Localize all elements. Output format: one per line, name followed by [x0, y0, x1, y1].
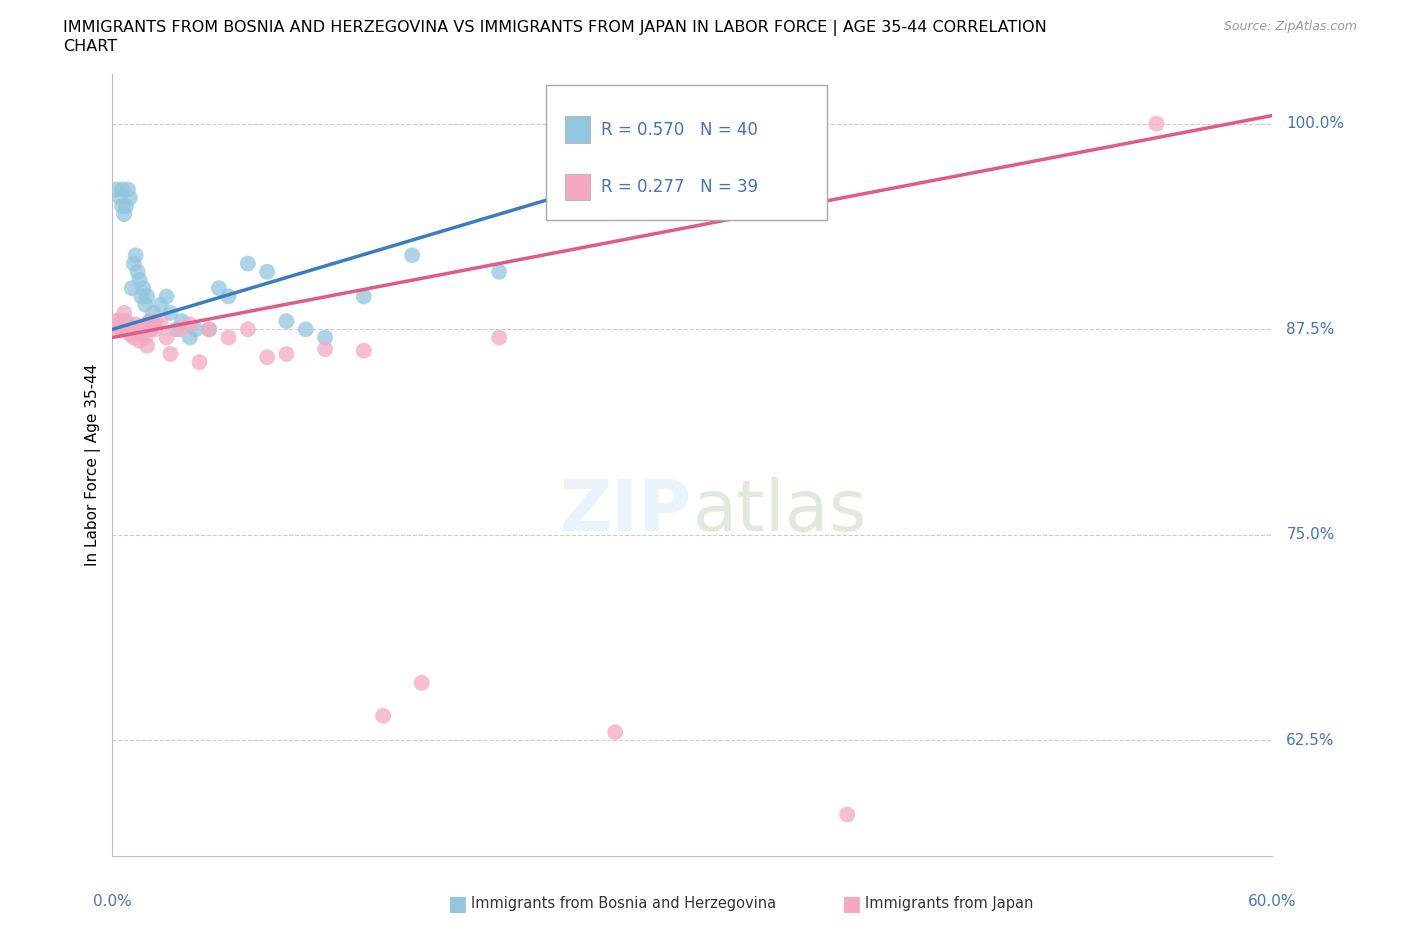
Point [159, 305, 181, 320]
Point [142, 305, 165, 320]
Point [218, 289, 240, 304]
Point [132, 281, 155, 296]
Point [314, 341, 336, 356]
Text: ■: ■ [447, 894, 467, 914]
Point [1146, 116, 1168, 131]
Point [124, 248, 148, 263]
Text: ZIP: ZIP [560, 477, 693, 546]
Point [605, 724, 627, 739]
Point [276, 313, 298, 328]
Point [165, 322, 187, 337]
Point [134, 330, 156, 345]
Point [401, 248, 423, 263]
Point [112, 206, 135, 221]
Text: 0.0%: 0.0% [93, 895, 132, 910]
Point [111, 322, 134, 337]
Point [682, 166, 704, 180]
Text: Immigrants from Japan: Immigrants from Japan [865, 897, 1033, 911]
Point [172, 313, 194, 328]
Point [122, 330, 145, 345]
Point [314, 330, 336, 345]
Y-axis label: In Labor Force | Age 35-44: In Labor Force | Age 35-44 [86, 364, 101, 566]
Point [141, 313, 163, 328]
Point [353, 343, 375, 358]
Point [131, 326, 153, 341]
Text: Source: ZipAtlas.com: Source: ZipAtlas.com [1223, 20, 1357, 33]
Text: R = 0.570   N = 40: R = 0.570 N = 40 [602, 121, 758, 139]
Text: atlas: atlas [693, 477, 868, 546]
Point [136, 339, 159, 353]
Point [371, 709, 394, 724]
Text: 100.0%: 100.0% [1286, 116, 1344, 131]
Text: 75.0%: 75.0% [1286, 527, 1334, 542]
Point [107, 313, 129, 328]
Point [124, 317, 148, 332]
Point [256, 264, 278, 279]
Text: 62.5%: 62.5% [1286, 733, 1334, 748]
Point [236, 256, 259, 271]
Point [208, 281, 231, 296]
Point [105, 182, 128, 197]
Text: ■: ■ [841, 894, 860, 914]
Text: CHART: CHART [63, 39, 117, 54]
Point [143, 322, 166, 337]
Point [127, 322, 149, 337]
Point [127, 264, 149, 279]
Point [141, 322, 163, 337]
Text: IMMIGRANTS FROM BOSNIA AND HERZEGOVINA VS IMMIGRANTS FROM JAPAN IN LABOR FORCE |: IMMIGRANTS FROM BOSNIA AND HERZEGOVINA V… [63, 20, 1047, 36]
Point [105, 313, 128, 328]
Point [488, 264, 510, 279]
Point [198, 322, 221, 337]
Point [149, 298, 172, 312]
Point [179, 330, 201, 345]
Text: 87.5%: 87.5% [1286, 322, 1334, 337]
Point [115, 198, 138, 213]
Point [156, 330, 179, 345]
Point [276, 347, 298, 362]
Point [488, 330, 510, 345]
Point [149, 313, 172, 328]
Point [837, 807, 859, 822]
Point [128, 333, 150, 348]
Point [169, 322, 191, 337]
Point [136, 289, 159, 304]
Point [256, 350, 278, 365]
Point [111, 198, 134, 213]
Text: R = 0.277   N = 39: R = 0.277 N = 39 [602, 178, 758, 196]
Point [111, 182, 134, 197]
Point [156, 289, 179, 304]
Point [188, 354, 211, 369]
Text: Immigrants from Bosnia and Herzegovina: Immigrants from Bosnia and Herzegovina [471, 897, 776, 911]
Point [117, 182, 139, 197]
Point [121, 281, 143, 296]
Point [134, 298, 156, 312]
Point [143, 313, 166, 328]
Point [198, 322, 221, 337]
Point [110, 322, 132, 337]
Point [132, 322, 155, 337]
Point [128, 272, 150, 287]
Point [131, 289, 153, 304]
Point [184, 322, 207, 337]
Point [122, 256, 145, 271]
Point [117, 317, 139, 332]
Point [118, 191, 141, 206]
Point [110, 191, 132, 206]
Point [159, 347, 181, 362]
Point [103, 322, 125, 337]
Point [179, 317, 201, 332]
Point [115, 313, 138, 328]
Point [118, 326, 141, 341]
Text: 60.0%: 60.0% [1249, 895, 1296, 910]
Point [236, 322, 259, 337]
Point [295, 322, 318, 337]
Point [138, 313, 160, 328]
Point [218, 330, 240, 345]
Point [121, 322, 143, 337]
Point [411, 675, 433, 690]
Point [112, 305, 135, 320]
Point [353, 289, 375, 304]
